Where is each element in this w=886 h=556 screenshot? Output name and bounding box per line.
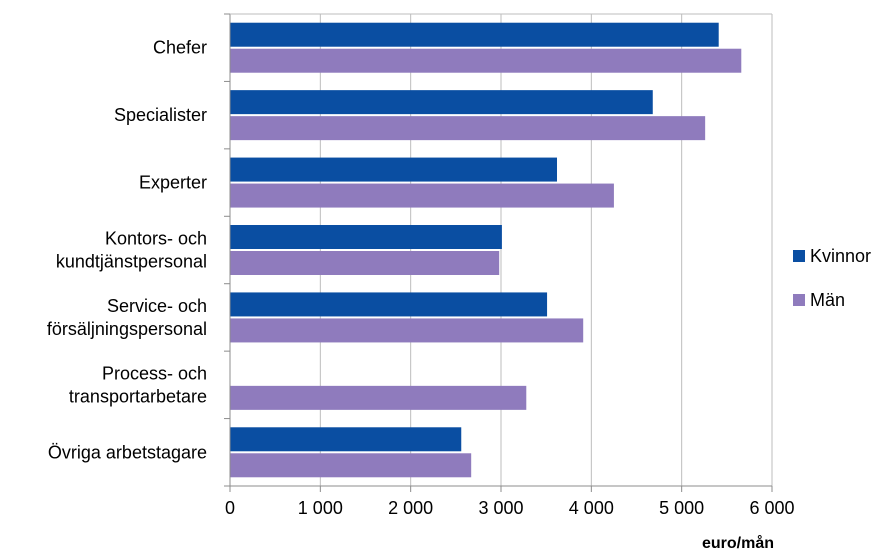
category-label: Övriga arbetstagare [48,442,207,462]
category-label: Kontors- och [105,229,207,249]
x-axis-label: euro/mån [702,534,774,552]
x-tick-label: 3 000 [478,498,523,518]
bar-man [230,48,742,73]
x-tick-label: 1 000 [298,498,343,518]
legend-swatch [793,294,805,306]
bar-man [230,318,584,343]
bar-man [230,183,614,208]
category-label: Chefer [153,38,207,58]
category-labels: Chefer Specialister Experter Kontors- och ku… [47,38,207,463]
bar-man [230,251,500,275]
legend-label: Kvinnor [810,246,871,266]
x-tick-label: 4 000 [569,498,614,518]
x-tick-label: 5 000 [659,498,704,518]
category-label: Service- och [107,296,207,316]
bar-kvinnor [230,22,719,47]
category-label: försäljningspersonal [47,319,207,339]
x-tick-label: 2 000 [388,498,433,518]
axes [224,13,773,492]
category-label: Specialister [114,105,207,125]
bars [230,22,742,478]
legend-swatch [793,250,805,262]
x-tick-labels: 0 1 000 2 000 3 000 4 000 5 000 6 000 [225,498,795,518]
category-label: transportarbetare [69,386,207,406]
bar-kvinnor [230,90,653,115]
x-tick-label: 6 000 [749,498,794,518]
category-label: Process- och [102,363,207,383]
legend: Kvinnor Män [793,246,871,310]
bar-kvinnor [230,292,548,317]
x-tick-label: 0 [225,498,235,518]
bar-man [230,453,472,478]
legend-label: Män [810,290,845,310]
bar-man [230,116,706,141]
bar-kvinnor [230,225,502,249]
category-label: kundtjänstpersonal [56,252,207,272]
category-label: Experter [139,173,207,193]
bar-man [230,385,527,410]
bar-kvinnor [230,427,462,452]
gridlines [229,14,773,486]
bar-kvinnor [230,157,558,182]
